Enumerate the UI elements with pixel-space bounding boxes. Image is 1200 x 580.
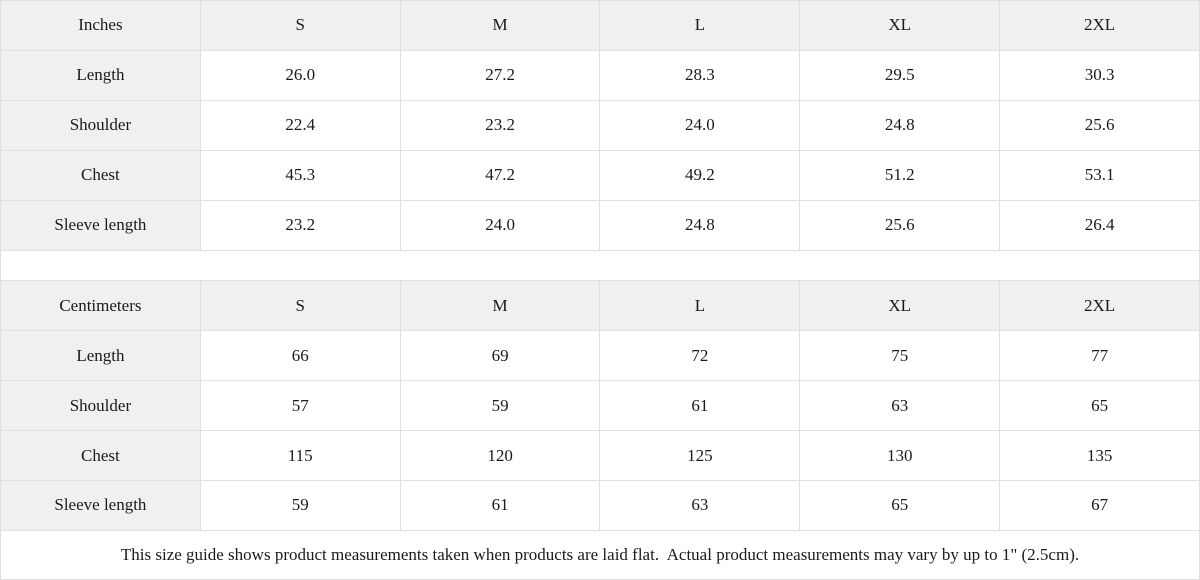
spacer-row bbox=[0, 249, 1200, 282]
measurement-value-cell: 63 bbox=[599, 480, 801, 531]
measurement-label-cell: Sleeve length bbox=[0, 199, 201, 251]
measurement-value-cell: 27.2 bbox=[399, 49, 601, 101]
table-row: Shoulder 57 59 61 63 65 bbox=[0, 380, 1200, 432]
measurement-value-cell: 57 bbox=[199, 380, 401, 432]
spacer-cell bbox=[0, 249, 1200, 282]
measurement-value-cell: 30.3 bbox=[999, 49, 1200, 101]
measurement-value-cell: 29.5 bbox=[799, 49, 1001, 101]
size-header-cell: 2XL bbox=[999, 280, 1200, 332]
measurement-value-cell: 25.6 bbox=[799, 199, 1001, 251]
table-row: Chest 45.3 47.2 49.2 51.2 53.1 bbox=[0, 149, 1200, 201]
measurement-value-cell: 65 bbox=[999, 380, 1200, 432]
size-header-cell: M bbox=[399, 280, 601, 332]
size-header-cell: L bbox=[599, 280, 801, 332]
measurement-value-cell: 26.0 bbox=[199, 49, 401, 101]
table-row: Sleeve length 59 61 63 65 67 bbox=[0, 480, 1200, 531]
table-row: Length 26.0 27.2 28.3 29.5 30.3 bbox=[0, 49, 1200, 101]
measurement-value-cell: 61 bbox=[399, 480, 601, 531]
measurement-value-cell: 51.2 bbox=[799, 149, 1001, 201]
size-header-cell: L bbox=[599, 0, 801, 51]
measurement-label-cell: Shoulder bbox=[0, 380, 201, 432]
measurement-value-cell: 75 bbox=[799, 330, 1001, 382]
unit-header-cell: Centimeters bbox=[0, 280, 201, 332]
size-header-cell: XL bbox=[799, 280, 1001, 332]
measurement-value-cell: 125 bbox=[599, 430, 801, 482]
measurement-value-cell: 24.0 bbox=[599, 99, 801, 151]
measurement-value-cell: 25.6 bbox=[999, 99, 1200, 151]
measurement-value-cell: 61 bbox=[599, 380, 801, 432]
size-header-cell: S bbox=[199, 280, 401, 332]
measurement-value-cell: 66 bbox=[199, 330, 401, 382]
measurement-value-cell: 135 bbox=[999, 430, 1200, 482]
table-row: Shoulder 22.4 23.2 24.0 24.8 25.6 bbox=[0, 99, 1200, 151]
size-header-cell: 2XL bbox=[999, 0, 1200, 51]
measurement-value-cell: 23.2 bbox=[399, 99, 601, 151]
footer-row: This size guide shows product measuremen… bbox=[0, 529, 1200, 580]
measurement-value-cell: 69 bbox=[399, 330, 601, 382]
measurement-label-cell: Length bbox=[0, 49, 201, 101]
measurement-value-cell: 26.4 bbox=[999, 199, 1200, 251]
table-row: Chest 115 120 125 130 135 bbox=[0, 430, 1200, 482]
inches-header-row: Inches S M L XL 2XL bbox=[0, 0, 1200, 51]
measurement-value-cell: 130 bbox=[799, 430, 1001, 482]
footer-note: This size guide shows product measuremen… bbox=[0, 529, 1200, 580]
measurement-value-cell: 49.2 bbox=[599, 149, 801, 201]
size-header-cell: XL bbox=[799, 0, 1001, 51]
measurement-value-cell: 47.2 bbox=[399, 149, 601, 201]
measurement-value-cell: 45.3 bbox=[199, 149, 401, 201]
measurement-value-cell: 24.8 bbox=[599, 199, 801, 251]
measurement-value-cell: 67 bbox=[999, 480, 1200, 531]
measurement-value-cell: 63 bbox=[799, 380, 1001, 432]
measurement-value-cell: 77 bbox=[999, 330, 1200, 382]
measurement-label-cell: Shoulder bbox=[0, 99, 201, 151]
measurement-value-cell: 22.4 bbox=[199, 99, 401, 151]
measurement-value-cell: 72 bbox=[599, 330, 801, 382]
measurement-value-cell: 120 bbox=[399, 430, 601, 482]
measurement-value-cell: 59 bbox=[399, 380, 601, 432]
measurement-value-cell: 23.2 bbox=[199, 199, 401, 251]
measurement-value-cell: 115 bbox=[199, 430, 401, 482]
measurement-value-cell: 59 bbox=[199, 480, 401, 531]
measurement-value-cell: 53.1 bbox=[999, 149, 1200, 201]
measurement-label-cell: Chest bbox=[0, 149, 201, 201]
size-header-cell: S bbox=[199, 0, 401, 51]
table-row: Length 66 69 72 75 77 bbox=[0, 330, 1200, 382]
measurement-label-cell: Sleeve length bbox=[0, 480, 201, 531]
unit-header-cell: Inches bbox=[0, 0, 201, 51]
measurement-label-cell: Chest bbox=[0, 430, 201, 482]
measurement-value-cell: 24.0 bbox=[399, 199, 601, 251]
centimeters-header-row: Centimeters S M L XL 2XL bbox=[0, 280, 1200, 332]
measurement-value-cell: 24.8 bbox=[799, 99, 1001, 151]
measurement-label-cell: Length bbox=[0, 330, 201, 382]
measurement-value-cell: 28.3 bbox=[599, 49, 801, 101]
measurement-value-cell: 65 bbox=[799, 480, 1001, 531]
size-header-cell: M bbox=[399, 0, 601, 51]
table-row: Sleeve length 23.2 24.0 24.8 25.6 26.4 bbox=[0, 199, 1200, 251]
